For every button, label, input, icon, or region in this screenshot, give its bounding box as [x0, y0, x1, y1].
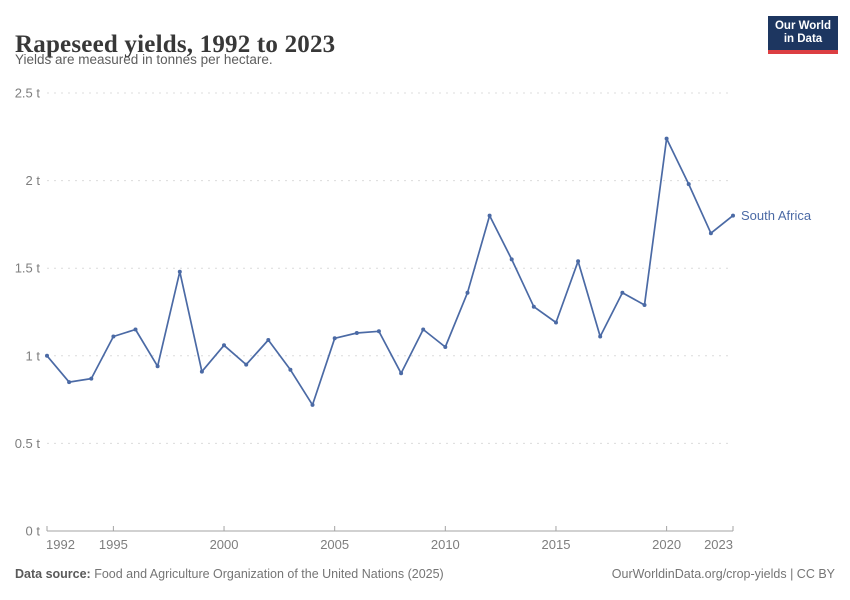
data-source-note: Data source: Food and Agriculture Organi… — [15, 567, 444, 581]
data-point-2020[interactable] — [664, 136, 669, 141]
owid-logo-box: Our World in Data — [768, 16, 838, 50]
data-point-1995[interactable] — [111, 334, 116, 339]
data-point-2017[interactable] — [598, 334, 603, 339]
data-point-2016[interactable] — [576, 259, 581, 264]
x-axis-label: 2015 — [542, 537, 571, 552]
data-point-2014[interactable] — [531, 304, 536, 309]
x-axis-label: 2020 — [652, 537, 681, 552]
data-point-2021[interactable] — [686, 182, 691, 187]
x-axis-label: 2010 — [431, 537, 460, 552]
data-point-2001[interactable] — [244, 362, 249, 367]
data-source-text: Food and Agriculture Organization of the… — [90, 567, 444, 581]
data-point-2004[interactable] — [310, 402, 315, 407]
x-axis-label: 1995 — [99, 537, 128, 552]
y-axis-label: 2 t — [26, 173, 41, 188]
owid-logo-line2: in Data — [783, 33, 823, 45]
data-point-2002[interactable] — [266, 338, 271, 342]
x-axis-label: 2000 — [210, 537, 239, 552]
owid-logo-red-bar — [768, 50, 838, 54]
x-axis-label: 1992 — [46, 537, 75, 552]
license-credit-link[interactable]: OurWorldinData.org/crop-yields | CC BY — [611, 567, 835, 581]
data-point-2003[interactable] — [288, 367, 293, 372]
data-point-2008[interactable] — [399, 371, 404, 376]
y-axis-label: 1.5 t — [15, 261, 41, 276]
data-point-1996[interactable] — [133, 327, 138, 332]
data-point-1997[interactable] — [155, 364, 160, 369]
data-point-1992[interactable] — [45, 353, 49, 358]
data-point-2010[interactable] — [443, 345, 448, 349]
y-axis-label: 2.5 t — [15, 86, 41, 101]
data-point-2015[interactable] — [554, 320, 558, 325]
y-axis-label: 0 t — [26, 524, 41, 539]
x-axis-label: 2023 — [704, 537, 733, 552]
series-label-south-africa[interactable]: South Africa — [741, 208, 812, 223]
data-point-2023[interactable] — [731, 213, 735, 218]
data-point-2011[interactable] — [465, 290, 470, 295]
data-point-2006[interactable] — [354, 331, 359, 335]
y-axis-label: 0.5 t — [15, 436, 41, 451]
data-point-1993[interactable] — [67, 380, 72, 385]
series-line-south-africa[interactable] — [46, 137, 734, 406]
chart-subtitle: Yields are measured in tonnes per hectar… — [15, 52, 273, 67]
chart-footer: Data source: Food and Agriculture Organi… — [15, 567, 835, 581]
x-axis-label: 2005 — [320, 537, 349, 552]
data-point-1998[interactable] — [177, 269, 182, 274]
data-point-2019[interactable] — [642, 303, 647, 307]
data-point-2022[interactable] — [708, 231, 713, 236]
data-point-1999[interactable] — [199, 369, 204, 374]
data-point-2007[interactable] — [376, 329, 381, 334]
owid-logo[interactable]: Our World in Data — [768, 16, 838, 54]
y-axis-label: 1 t — [26, 348, 41, 363]
data-point-2013[interactable] — [509, 257, 514, 262]
data-point-1994[interactable] — [89, 376, 94, 381]
page-title: Rapeseed yields, 1992 to 2023 — [15, 30, 336, 58]
data-point-2005[interactable] — [332, 336, 337, 341]
data-point-2018[interactable] — [620, 290, 625, 295]
data-point-2009[interactable] — [421, 327, 426, 332]
owid-logo-line1: Our World — [774, 19, 831, 32]
data-point-2000[interactable] — [222, 343, 226, 348]
data-source-prefix: Data source: — [15, 567, 91, 581]
data-point-2012[interactable] — [487, 213, 492, 218]
